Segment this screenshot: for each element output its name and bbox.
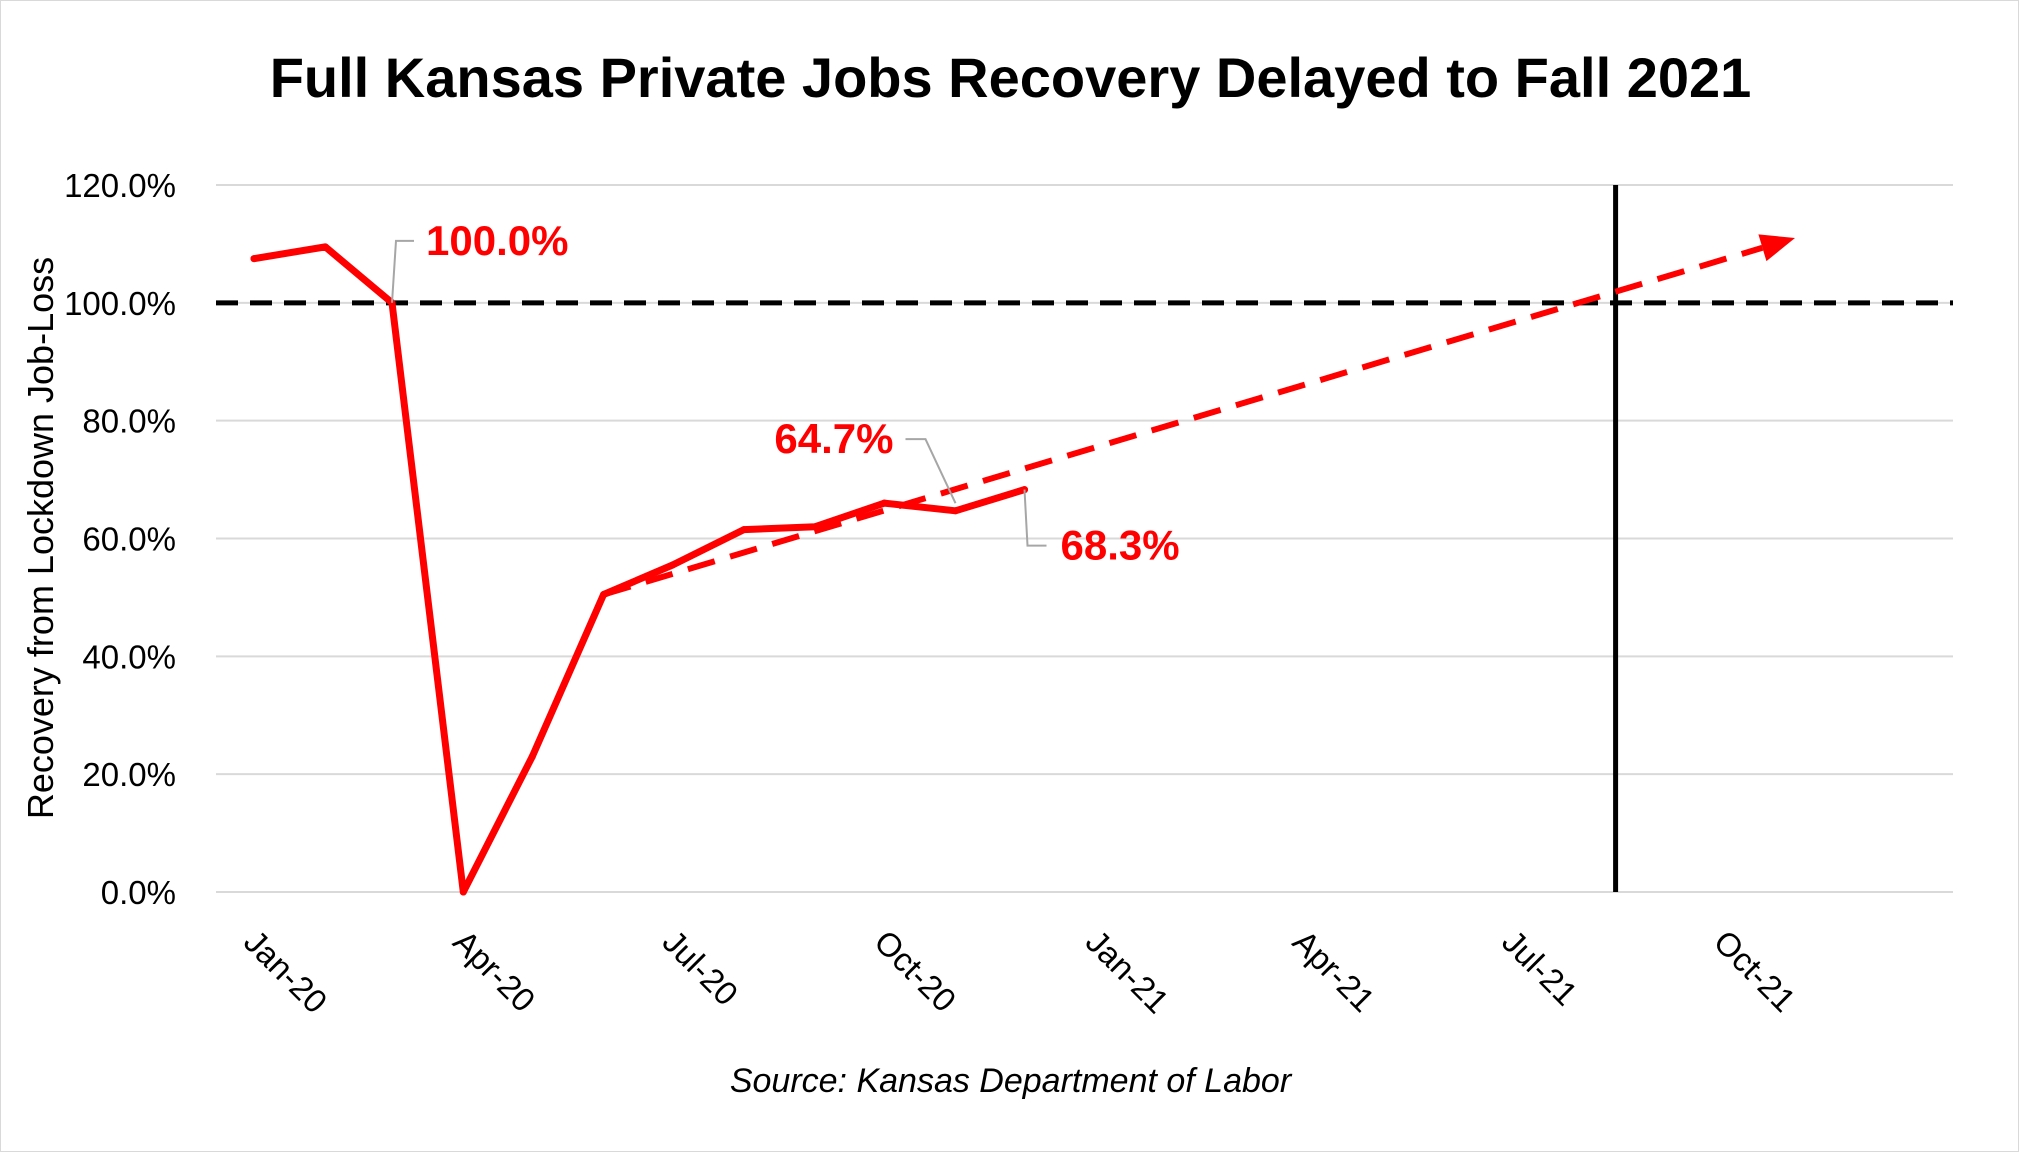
annotation-label: 64.7% [774, 415, 893, 462]
annotation-leader [905, 438, 957, 504]
x-tick-label: Jan-20 [237, 923, 335, 1021]
data-point [321, 243, 329, 251]
chart-title: Full Kansas Private Jobs Recovery Delaye… [269, 46, 1752, 109]
data-point [528, 752, 536, 760]
annotation-label: 68.3% [1061, 522, 1180, 569]
series-line [250, 243, 1028, 896]
data-point [880, 499, 888, 507]
annotations: 100.0% 64.7% 68.3% [391, 217, 1180, 569]
annotation-label: 100.0% [426, 217, 568, 264]
x-tick-label: Oct-20 [867, 923, 963, 1019]
annotation-leader [1023, 489, 1047, 547]
x-tick-label: Jul-21 [1495, 923, 1585, 1013]
x-tick-label: Oct-21 [1707, 923, 1803, 1019]
series-layer [250, 234, 1795, 896]
annotation-leader [391, 239, 414, 303]
data-point [459, 888, 467, 896]
y-tick-label: 60.0% [82, 521, 176, 558]
chart-source: Source: Kansas Department of Labor [729, 1062, 1292, 1100]
x-tick-label: Jul-20 [656, 923, 746, 1013]
reference-lines [216, 185, 1953, 892]
x-tick-label: Apr-21 [1286, 923, 1382, 1019]
x-tick-label: Apr-20 [446, 923, 542, 1019]
trend-line [602, 244, 1764, 598]
y-tick-label: 40.0% [82, 638, 176, 675]
y-tick-label: 0.0% [101, 874, 176, 911]
y-axis: 0.0% 20.0% 40.0% 60.0% 80.0% 100.0% 120.0% [64, 167, 176, 911]
y-axis-label: Recovery from Lockdown Job-Loss [20, 257, 61, 819]
y-tick-label: 100.0% [64, 285, 176, 322]
x-tick-label: Jan-21 [1079, 923, 1177, 1021]
data-point [952, 507, 959, 515]
x-axis: Jan-20 Apr-20 Jul-20 Oct-20 Jan-21 Apr-21 Jul-… [237, 923, 1803, 1021]
y-tick-label: 120.0% [64, 167, 176, 204]
data-point [740, 526, 748, 534]
data-point [250, 255, 258, 263]
y-tick-label: 20.0% [82, 756, 176, 793]
trend-arrowhead [1758, 234, 1795, 262]
data-point [669, 561, 677, 569]
y-tick-label: 80.0% [82, 403, 176, 440]
